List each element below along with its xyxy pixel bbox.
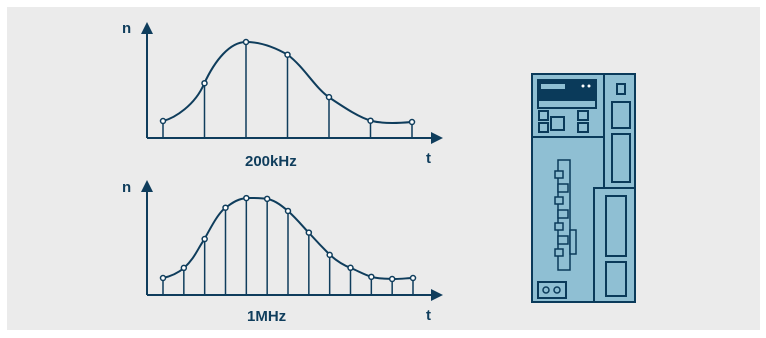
sample-point: [368, 273, 375, 281]
sample-point: [242, 38, 250, 46]
sample-point: [367, 117, 374, 124]
sample-point: [326, 251, 333, 259]
sample-point: [159, 117, 167, 125]
sample-point: [305, 229, 313, 236]
terminal-block: [554, 159, 577, 271]
keypad: [538, 110, 589, 133]
sample-point: [222, 204, 229, 211]
chart-1mhz: [141, 180, 443, 301]
chart2-x-label: t: [426, 307, 431, 324]
display-panel: [537, 79, 597, 101]
sample-point: [180, 264, 188, 272]
sample-point: [284, 51, 291, 58]
sample-point: [201, 79, 208, 87]
sample-stems: [159, 38, 416, 138]
sample-point: [243, 194, 250, 202]
chart1-x-label: t: [426, 150, 431, 167]
chart2-frequency-label: 1MHz: [247, 308, 287, 325]
sample-point: [201, 235, 208, 243]
sample-point: [263, 195, 271, 203]
sample-point: [159, 274, 167, 282]
sample-point: [347, 264, 354, 272]
sample-point: [408, 118, 416, 126]
sample-point: [325, 93, 333, 101]
bottom-connector: [537, 281, 567, 299]
sample-stems: [159, 194, 417, 295]
chart1-y-label: n: [122, 20, 132, 37]
chart1-frequency-label: 200kHz: [245, 153, 297, 170]
sample-point: [409, 274, 417, 282]
chart-200khz: [141, 22, 443, 144]
sample-point: [284, 207, 292, 215]
servo-drive-icon: [531, 73, 636, 303]
chart2-y-label: n: [122, 179, 132, 196]
sample-point: [388, 275, 396, 283]
